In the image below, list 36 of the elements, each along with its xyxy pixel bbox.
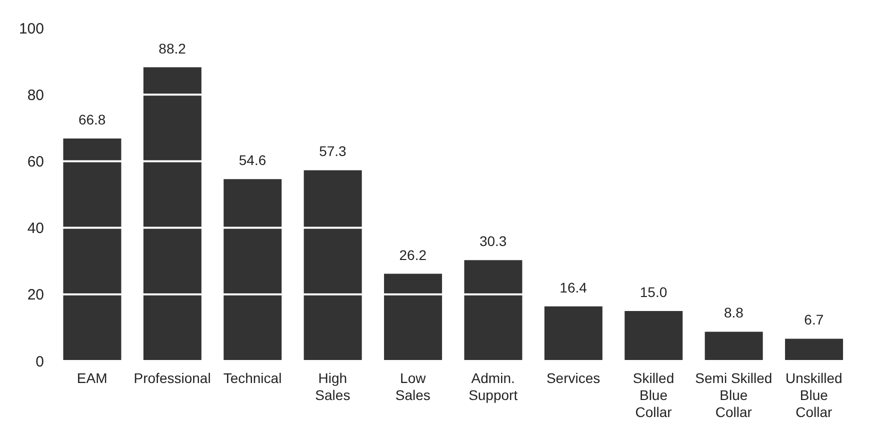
data-label: 26.2 <box>399 246 427 263</box>
data-label: 30.3 <box>479 233 507 250</box>
y-tick-label: 100 <box>18 20 44 38</box>
bar <box>704 332 763 361</box>
x-tick-label: Admin. Support <box>468 370 518 403</box>
x-tick-label: Unskilled Blue Collar <box>785 370 842 420</box>
data-label: 66.8 <box>78 112 106 128</box>
data-label: 88.2 <box>158 40 186 56</box>
x-tick-label: EAM <box>76 370 108 386</box>
bar <box>143 67 202 361</box>
bar <box>785 338 844 361</box>
data-label: 8.8 <box>724 304 744 321</box>
y-tick-label: 0 <box>36 353 44 370</box>
y-tick-label: 60 <box>27 154 44 171</box>
bar <box>63 138 122 361</box>
bar <box>464 260 522 361</box>
y-tick-label: 20 <box>27 286 44 304</box>
y-tick-label: 40 <box>27 220 44 238</box>
bar <box>304 170 362 361</box>
x-tick-label: Technical <box>223 370 282 386</box>
x-tick-label: Professional <box>134 370 211 386</box>
x-tick-label: High Sales <box>315 370 350 403</box>
x-tick-label: Low Sales <box>395 370 430 403</box>
bar <box>384 274 442 361</box>
data-label: 16.4 <box>560 279 588 296</box>
x-tick-label: Services <box>546 370 600 386</box>
x-tick-label: Skilled Blue Collar <box>632 370 674 420</box>
bar <box>624 311 683 361</box>
bar <box>224 179 282 361</box>
x-tick-label: Semi Skilled Blue Collar <box>695 370 772 420</box>
data-label: 54.6 <box>238 152 266 168</box>
y-tick-label: 80 <box>27 86 44 104</box>
data-label: 6.7 <box>804 312 824 328</box>
data-label: 15.0 <box>640 284 668 300</box>
data-label: 57.3 <box>319 143 347 160</box>
bar <box>544 306 602 361</box>
